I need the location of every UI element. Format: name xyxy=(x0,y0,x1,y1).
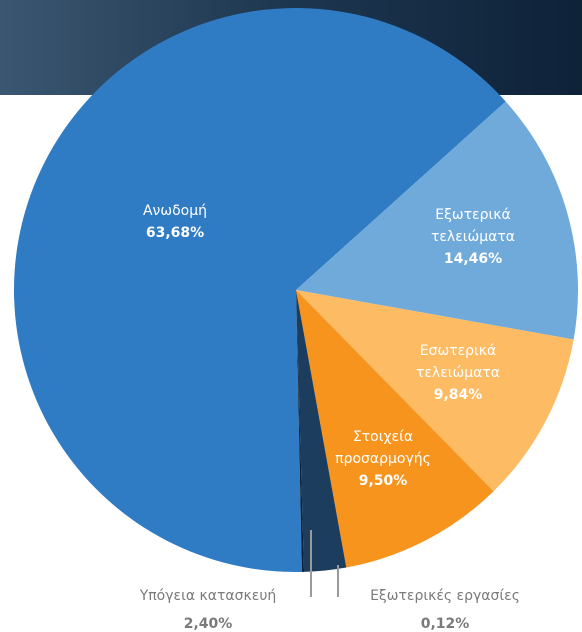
pie-slice xyxy=(13,7,506,573)
value-label: 9,84% xyxy=(433,387,483,403)
pie-slice xyxy=(296,101,578,340)
category-name: Στοιχεία προσαρμογής xyxy=(335,429,431,467)
pie-slice xyxy=(296,290,305,572)
slice-label: Εξωτερικές εργασίες 0,12% xyxy=(345,582,545,632)
category-name: Εξωτερικά τελειώματα xyxy=(430,207,516,245)
value-label: 2,40% xyxy=(183,616,233,632)
category-name: Ανωδομή xyxy=(142,203,208,219)
value-label: 9,50% xyxy=(358,473,408,489)
category-name: Υπόγεια κατασκευή xyxy=(139,588,277,604)
slice-label: Εσωτερικά τελειώματα 9,84% xyxy=(403,340,513,406)
slice-label: Ανωδομή 63,68% xyxy=(120,200,230,244)
pie-slice xyxy=(296,290,347,572)
category-name: Εσωτερικά τελειώματα xyxy=(415,343,501,381)
pie-slice xyxy=(296,290,494,568)
pie-slice xyxy=(296,290,574,492)
value-label: 0,12% xyxy=(420,616,470,632)
slice-label: Εξωτερικά τελειώματα 14,46% xyxy=(418,204,528,270)
slice-label: Στοιχεία προσαρμογής 9,50% xyxy=(328,426,438,492)
value-label: 63,68% xyxy=(145,225,205,241)
category-name: Εξωτερικές εργασίες xyxy=(370,588,520,604)
slice-label: Υπόγεια κατασκευή 2,40% xyxy=(108,582,308,632)
value-label: 14,46% xyxy=(443,251,503,267)
